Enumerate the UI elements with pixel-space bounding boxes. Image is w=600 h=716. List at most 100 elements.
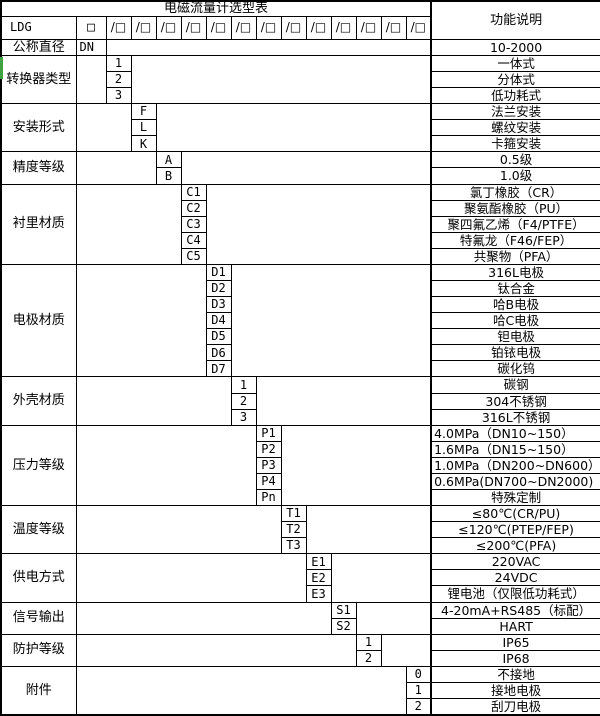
description-cell: 刮刀电极 bbox=[430, 698, 600, 716]
screenshot-artifact bbox=[0, 57, 3, 79]
code-cell: C4 bbox=[180, 231, 207, 249]
code-cell: D2 bbox=[205, 279, 232, 298]
category-label: 供电方式 bbox=[0, 553, 77, 603]
code-cell: 0 bbox=[405, 665, 432, 683]
description-cell: ≤200℃(PFA) bbox=[430, 537, 600, 555]
code-cell: L bbox=[130, 119, 157, 137]
code-cell: 2 bbox=[355, 649, 382, 667]
category-label: 转换器类型 bbox=[0, 54, 77, 105]
description-cell: ≤120℃(PTEP/FEP) bbox=[430, 521, 600, 539]
code-cell: D3 bbox=[205, 296, 232, 314]
code-cell: DN bbox=[75, 38, 107, 56]
description-cell: 4-20mA+RS485（标配） bbox=[430, 601, 600, 619]
description-cell: 分体式 bbox=[430, 70, 600, 89]
category-label: 电极材质 bbox=[0, 263, 77, 378]
code-cell: 1 bbox=[355, 633, 382, 651]
code-cell: E2 bbox=[305, 569, 332, 587]
code-cell: T2 bbox=[280, 521, 307, 539]
model-slash-box: /□ bbox=[355, 15, 382, 40]
table-title: 电磁流量计选型表 bbox=[0, 0, 432, 17]
description-cell: 特殊定制 bbox=[430, 489, 600, 507]
empty-cell bbox=[75, 183, 182, 265]
description-cell: 碳钢 bbox=[430, 376, 600, 394]
code-cell: 1 bbox=[405, 681, 432, 700]
code-cell: 2 bbox=[405, 698, 432, 716]
model-slash-box: /□ bbox=[380, 15, 407, 40]
category-label: 压力等级 bbox=[0, 424, 77, 507]
model-slash-box: /□ bbox=[180, 15, 207, 40]
description-cell: 0.6MPa(DN700~DN2000) bbox=[430, 472, 600, 491]
description-cell: 1.0MPa（DN200~DN600） bbox=[430, 456, 600, 474]
description-cell: 316L电极 bbox=[430, 263, 600, 282]
description-cell: 220VAC bbox=[430, 553, 600, 571]
description-cell: 1.6MPa（DN15~150） bbox=[430, 440, 600, 458]
empty-cell bbox=[75, 601, 332, 635]
code-cell: A bbox=[155, 151, 182, 169]
code-cell: C2 bbox=[180, 199, 207, 217]
code-cell: F bbox=[130, 103, 157, 121]
code-cell: D1 bbox=[205, 263, 232, 282]
code-cell: 1 bbox=[105, 54, 132, 72]
empty-cell bbox=[75, 54, 107, 105]
empty-cell bbox=[75, 553, 307, 603]
empty-cell bbox=[75, 505, 282, 555]
empty-cell bbox=[75, 103, 132, 153]
description-cell: 一体式 bbox=[430, 54, 600, 72]
code-cell: 1 bbox=[230, 376, 257, 394]
description-cell: IP68 bbox=[430, 649, 600, 667]
empty-cell bbox=[75, 633, 357, 667]
empty-cell bbox=[230, 263, 432, 378]
code-cell: D5 bbox=[205, 328, 232, 346]
description-cell: 316L不锈钢 bbox=[430, 408, 600, 426]
category-label: 温度等级 bbox=[0, 505, 77, 555]
model-box-placeholder: □ bbox=[75, 15, 107, 40]
empty-cell bbox=[355, 601, 432, 635]
description-cell: 不接地 bbox=[430, 665, 600, 683]
description-cell: 特氟龙（F46/FEP） bbox=[430, 231, 600, 249]
code-cell: S1 bbox=[330, 601, 357, 619]
description-cell: 接地电极 bbox=[430, 681, 600, 700]
description-cell: 法兰安装 bbox=[430, 103, 600, 121]
description-cell: 哈C电极 bbox=[430, 312, 600, 330]
description-cell: 聚氨酯橡胶（PU） bbox=[430, 199, 600, 217]
code-cell: 3 bbox=[105, 87, 132, 105]
code-cell: 3 bbox=[230, 408, 257, 426]
empty-cell bbox=[330, 553, 432, 603]
description-cell: 共聚物（PFA） bbox=[430, 247, 600, 265]
category-label: 防护等级 bbox=[0, 633, 77, 667]
category-label: 公称直径 bbox=[0, 38, 77, 56]
code-cell: E3 bbox=[305, 585, 332, 603]
model-slash-box: /□ bbox=[330, 15, 357, 40]
description-cell: ≤80℃(CR/PU) bbox=[430, 505, 600, 523]
code-cell: 2 bbox=[105, 70, 132, 89]
model-slash-box: /□ bbox=[255, 15, 282, 40]
code-cell: P4 bbox=[255, 472, 282, 491]
code-cell: C1 bbox=[180, 183, 207, 201]
code-cell: C3 bbox=[180, 215, 207, 233]
function-column-header: 功能说明 bbox=[430, 0, 600, 40]
description-cell: IP65 bbox=[430, 633, 600, 651]
description-cell: 碳化钨 bbox=[430, 360, 600, 378]
model-slash-box: /□ bbox=[205, 15, 232, 40]
model-slash-box: /□ bbox=[230, 15, 257, 40]
code-cell: Pn bbox=[255, 489, 282, 507]
code-cell: E1 bbox=[305, 553, 332, 571]
model-slash-box: /□ bbox=[405, 15, 432, 40]
empty-cell bbox=[305, 505, 432, 555]
model-code-label: LDG bbox=[0, 15, 77, 40]
empty-cell bbox=[255, 376, 432, 426]
empty-cell bbox=[130, 54, 432, 105]
category-label: 安装形式 bbox=[0, 103, 77, 153]
empty-cell bbox=[75, 151, 157, 185]
code-cell: C5 bbox=[180, 247, 207, 265]
description-cell: 0.5级 bbox=[430, 151, 600, 169]
description-cell: 氯丁橡胶（CR） bbox=[430, 183, 600, 201]
category-label: 衬里材质 bbox=[0, 183, 77, 265]
code-cell: D4 bbox=[205, 312, 232, 330]
empty-cell bbox=[155, 103, 432, 153]
code-cell: 2 bbox=[230, 392, 257, 410]
description-cell: 4.0MPa（DN10~150） bbox=[430, 424, 600, 442]
code-cell: T3 bbox=[280, 537, 307, 555]
description-cell: 1.0级 bbox=[430, 167, 600, 185]
